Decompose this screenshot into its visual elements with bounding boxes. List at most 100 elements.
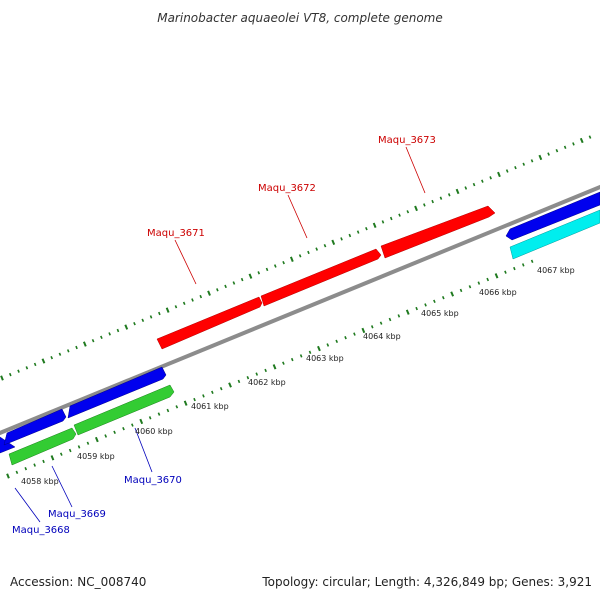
leader-line (406, 147, 425, 193)
kbp-label: 4058 kbp (21, 477, 59, 486)
tick-mark (469, 285, 470, 288)
tick-mark (507, 170, 508, 173)
tick-mark (105, 435, 106, 438)
tick-mark (34, 464, 35, 467)
tick-mark (487, 278, 488, 281)
tick-mark (416, 307, 417, 310)
tick-mark (265, 369, 266, 372)
tick-mark (382, 221, 383, 224)
tick-mark (366, 227, 367, 230)
forward-gene-labels: Maqu_3671 Maqu_3672 Maqu_3673 (147, 135, 436, 284)
tick-mark (589, 136, 590, 139)
tick-mark (184, 302, 185, 305)
tick-mark (258, 271, 259, 274)
tick-mark (208, 291, 210, 296)
tick-mark (532, 160, 533, 163)
gene-label-maqu-3673[interactable]: Maqu_3673 (378, 135, 436, 146)
tick-mark (389, 318, 390, 321)
tick-mark (556, 149, 557, 152)
kbp-label: 4059 kbp (77, 452, 115, 461)
tick-mark (52, 456, 54, 461)
gene-maqu-3672[interactable] (261, 249, 381, 306)
kbp-label: 4061 kbp (191, 402, 229, 411)
tick-mark (300, 255, 301, 258)
tick-mark (18, 370, 19, 373)
kbp-label: 4065 kbp (421, 309, 459, 318)
tick-mark (25, 467, 26, 470)
tick-mark (539, 155, 541, 160)
gene-maqu-3673[interactable] (381, 206, 495, 258)
tick-mark (114, 431, 115, 434)
tick-mark (35, 363, 36, 366)
gene-maqu-3671[interactable] (157, 297, 262, 349)
tick-mark (474, 183, 475, 186)
tick-mark (345, 336, 346, 339)
tick-mark (443, 296, 444, 299)
tick-mark (425, 304, 426, 307)
kbp-label: 4066 kbp (479, 288, 517, 297)
tick-mark (51, 356, 52, 359)
tick-mark (79, 446, 80, 449)
leader-line (175, 240, 196, 284)
tick-mark (238, 380, 239, 383)
tick-mark (274, 365, 276, 370)
tick-mark (523, 264, 524, 267)
tick-mark (523, 163, 524, 166)
gene-label-maqu-3668[interactable]: Maqu_3668 (12, 525, 70, 536)
leader-line (288, 195, 307, 238)
tick-mark (275, 265, 276, 268)
outer-tick-track (1, 136, 591, 381)
tick-mark (341, 238, 342, 241)
tick-mark (221, 387, 222, 390)
tick-mark (200, 295, 201, 298)
tick-mark (318, 346, 320, 351)
leader-line (52, 466, 72, 507)
tick-mark (7, 474, 9, 479)
leader-line (15, 488, 40, 522)
tick-mark (358, 231, 359, 234)
tick-mark (250, 274, 252, 279)
tick-mark (125, 325, 127, 330)
tick-mark (267, 268, 268, 271)
tick-mark (142, 319, 143, 322)
tick-mark (565, 146, 566, 149)
tick-mark (372, 325, 373, 328)
tick-mark (117, 329, 118, 332)
tick-mark (10, 373, 11, 376)
tick-mark (465, 187, 466, 190)
tick-mark (134, 322, 135, 325)
tick-mark (93, 339, 94, 342)
gene-label-maqu-3672[interactable]: Maqu_3672 (258, 183, 316, 194)
accession-text: Accession: NC_008740 (10, 575, 146, 589)
tick-mark (581, 138, 583, 143)
tick-mark (324, 244, 325, 247)
tick-mark (292, 358, 293, 361)
gene-label-maqu-3670[interactable]: Maqu_3670 (124, 475, 182, 486)
tick-mark (212, 391, 213, 394)
tick-mark (301, 355, 302, 358)
tick-mark (424, 204, 425, 207)
map-title: Marinobacter aquaeolei VT8, complete gen… (157, 11, 443, 25)
tick-mark (87, 442, 88, 445)
gene-label-maqu-3669[interactable]: Maqu_3669 (48, 509, 106, 520)
tick-mark (573, 143, 574, 146)
tick-mark (43, 359, 45, 364)
tick-mark (451, 292, 453, 297)
tick-mark (101, 336, 102, 339)
tick-mark (109, 333, 110, 336)
tick-mark (16, 471, 17, 474)
tick-mark (123, 427, 124, 430)
tick-mark (283, 261, 284, 264)
tick-mark (194, 398, 195, 401)
tick-mark (415, 206, 417, 211)
tick-mark (505, 271, 506, 274)
tick-mark (449, 193, 450, 196)
tick-mark (432, 200, 433, 203)
tick-mark (496, 274, 498, 279)
tick-mark (434, 300, 435, 303)
tick-mark (203, 395, 204, 398)
gene-label-maqu-3671[interactable]: Maqu_3671 (147, 228, 205, 239)
tick-mark (242, 278, 243, 281)
tick-mark (407, 210, 408, 213)
tick-mark (61, 453, 62, 456)
